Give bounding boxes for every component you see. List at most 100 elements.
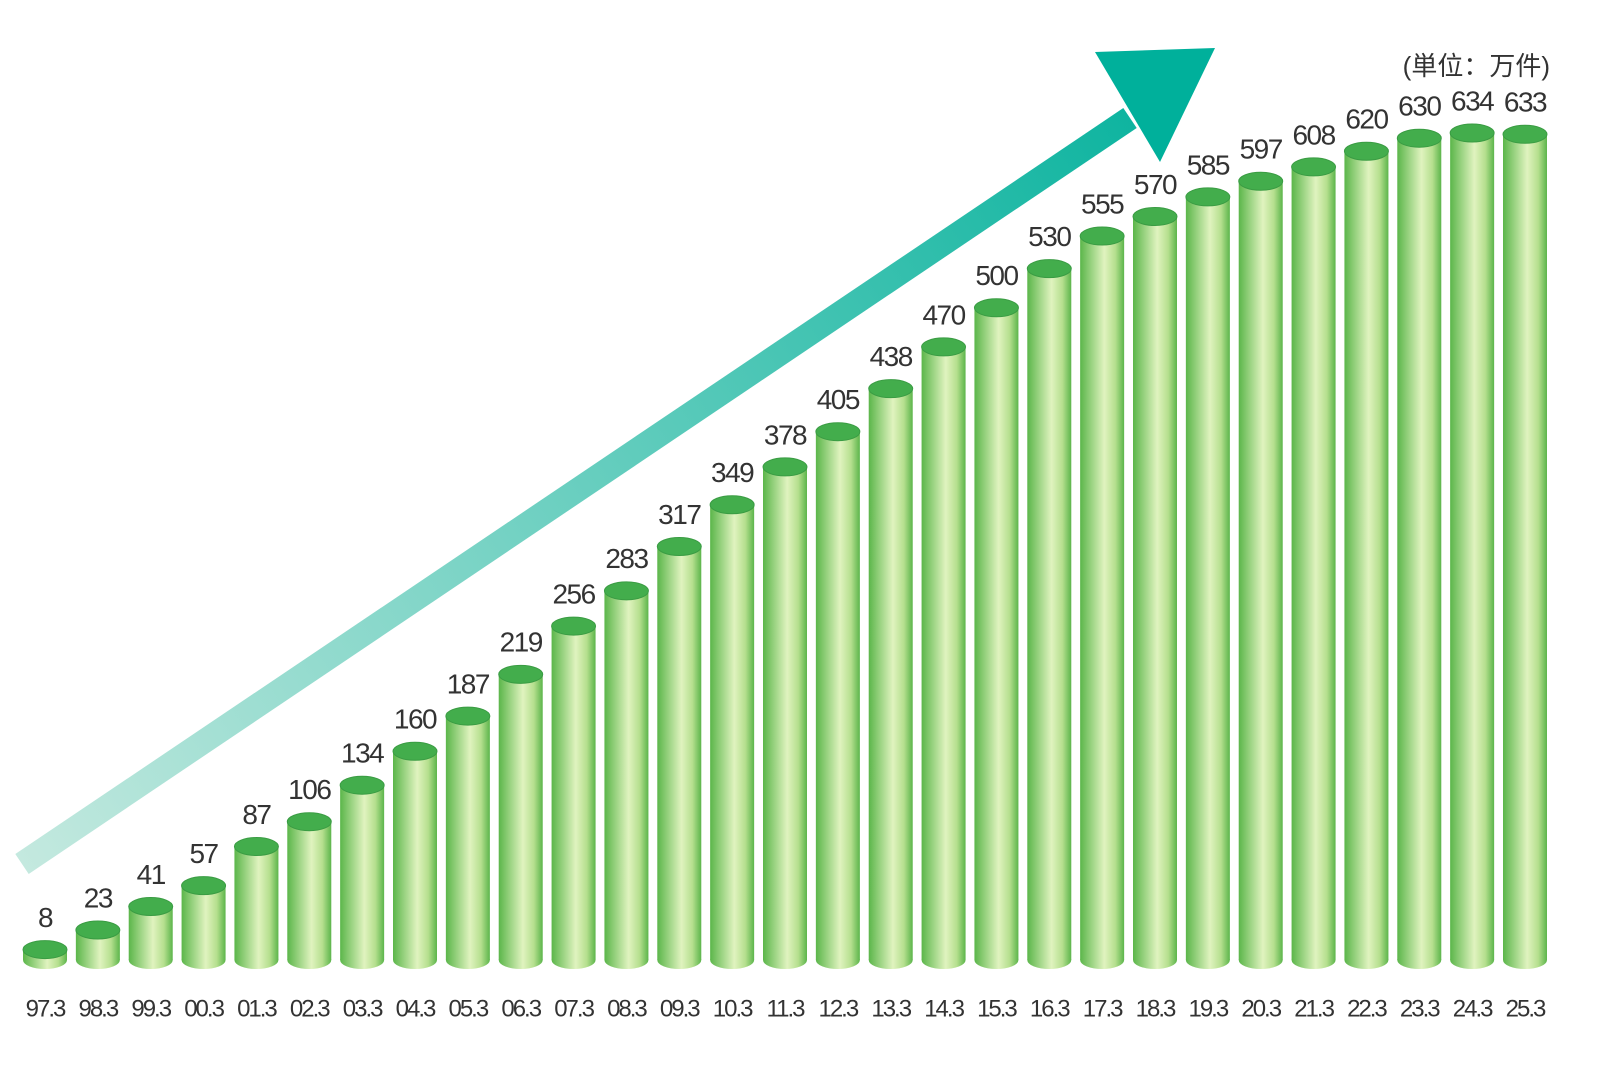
bar-top: [1291, 157, 1337, 177]
x-tick-label: 18.3: [1136, 995, 1176, 1022]
bar-top: [1026, 259, 1072, 279]
x-tick-label: 14.3: [924, 995, 964, 1022]
value-label: 134: [341, 738, 384, 769]
bar: [762, 457, 808, 969]
value-label: 608: [1292, 119, 1335, 150]
bar-top: [445, 706, 491, 726]
bar: [551, 616, 597, 969]
bar-top: [815, 422, 861, 442]
x-tick-label: 24.3: [1453, 995, 1493, 1022]
bar-body: [393, 751, 437, 960]
bar-top: [709, 495, 755, 515]
bar-body: [815, 431, 860, 960]
x-tick-label: 04.3: [396, 995, 436, 1022]
bar-body: [1080, 236, 1125, 960]
bar: [181, 876, 227, 969]
bar: [233, 837, 279, 969]
bar-top: [1343, 141, 1389, 161]
bar-body: [974, 307, 1019, 960]
bar-top: [1079, 226, 1125, 246]
bar: [1132, 206, 1178, 969]
bar-body: [1185, 196, 1230, 961]
bar-body: [604, 590, 649, 960]
value-label: 530: [1028, 221, 1071, 252]
bar-body: [234, 846, 279, 960]
x-tick-label: 02.3: [290, 995, 330, 1022]
bar-body: [498, 674, 543, 960]
value-label: 8: [38, 902, 53, 933]
bar: [1343, 141, 1389, 969]
value-label: 160: [394, 704, 437, 735]
bar-body: [1344, 151, 1389, 960]
bar: [339, 775, 385, 969]
bar-top: [286, 812, 332, 832]
bar-top: [603, 581, 649, 601]
bar-body: [445, 716, 490, 960]
bar-top: [1185, 187, 1231, 207]
value-label: 317: [658, 499, 701, 530]
x-tick-label: 20.3: [1241, 995, 1281, 1022]
value-label: 23: [84, 882, 113, 913]
bar: [75, 920, 121, 969]
x-tick-label: 12.3: [818, 995, 858, 1022]
bar-top: [973, 298, 1019, 318]
value-label: 87: [242, 799, 271, 830]
bar-body: [287, 821, 332, 960]
bar: [445, 706, 491, 969]
bar-top: [921, 337, 967, 357]
value-label: 634: [1451, 85, 1494, 116]
unit-label: (単位：万件): [1403, 51, 1550, 81]
x-tick-label: 13.3: [871, 995, 911, 1022]
trend-arrow: [15, 48, 1215, 874]
bar-body: [1450, 133, 1495, 960]
bar: [815, 422, 861, 969]
bar: [1291, 157, 1337, 969]
bar: [22, 940, 68, 969]
arrow-head: [1095, 48, 1215, 162]
bar: [1026, 259, 1072, 969]
value-label: 597: [1240, 134, 1283, 165]
bar: [392, 741, 438, 969]
bar: [603, 581, 649, 969]
x-tick-label: 08.3: [607, 995, 647, 1022]
bar: [498, 664, 544, 969]
bar: [1502, 124, 1548, 969]
bar: [286, 812, 332, 969]
x-tick-label: 19.3: [1188, 995, 1228, 1022]
x-tick-label: 05.3: [448, 995, 488, 1022]
bar-body: [551, 626, 596, 960]
bar-top: [1502, 124, 1548, 144]
bar: [1449, 123, 1495, 969]
x-tick-label: 17.3: [1083, 995, 1123, 1022]
bar: [1185, 187, 1231, 969]
value-label: 349: [711, 457, 754, 488]
bar-top: [22, 940, 68, 960]
bar-body: [1133, 216, 1177, 960]
x-tick-label: 01.3: [237, 995, 277, 1022]
bar-top: [128, 897, 174, 917]
x-tick-label: 21.3: [1294, 995, 1334, 1022]
bar-body: [181, 885, 226, 960]
bar: [921, 337, 967, 969]
bar-top: [181, 876, 227, 896]
x-tick-label: 03.3: [343, 995, 383, 1022]
bar-top: [233, 837, 279, 857]
bar-top: [392, 741, 438, 761]
bar: [1238, 171, 1284, 969]
bar-top: [339, 775, 385, 795]
bar-top: [656, 537, 702, 556]
bar-body: [710, 504, 755, 960]
bar: [709, 495, 755, 969]
x-tick-label: 15.3: [977, 995, 1017, 1022]
value-label: 620: [1345, 104, 1388, 135]
value-label: 405: [817, 384, 860, 415]
x-tick-label: 97.3: [26, 995, 66, 1022]
x-tick-label: 22.3: [1347, 995, 1387, 1022]
x-tick-label: 10.3: [713, 995, 753, 1022]
arrow-shaft: [15, 108, 1137, 874]
bar-body: [1503, 134, 1547, 960]
value-label: 187: [447, 668, 490, 699]
value-label: 585: [1187, 149, 1230, 180]
bar-body: [921, 346, 966, 960]
